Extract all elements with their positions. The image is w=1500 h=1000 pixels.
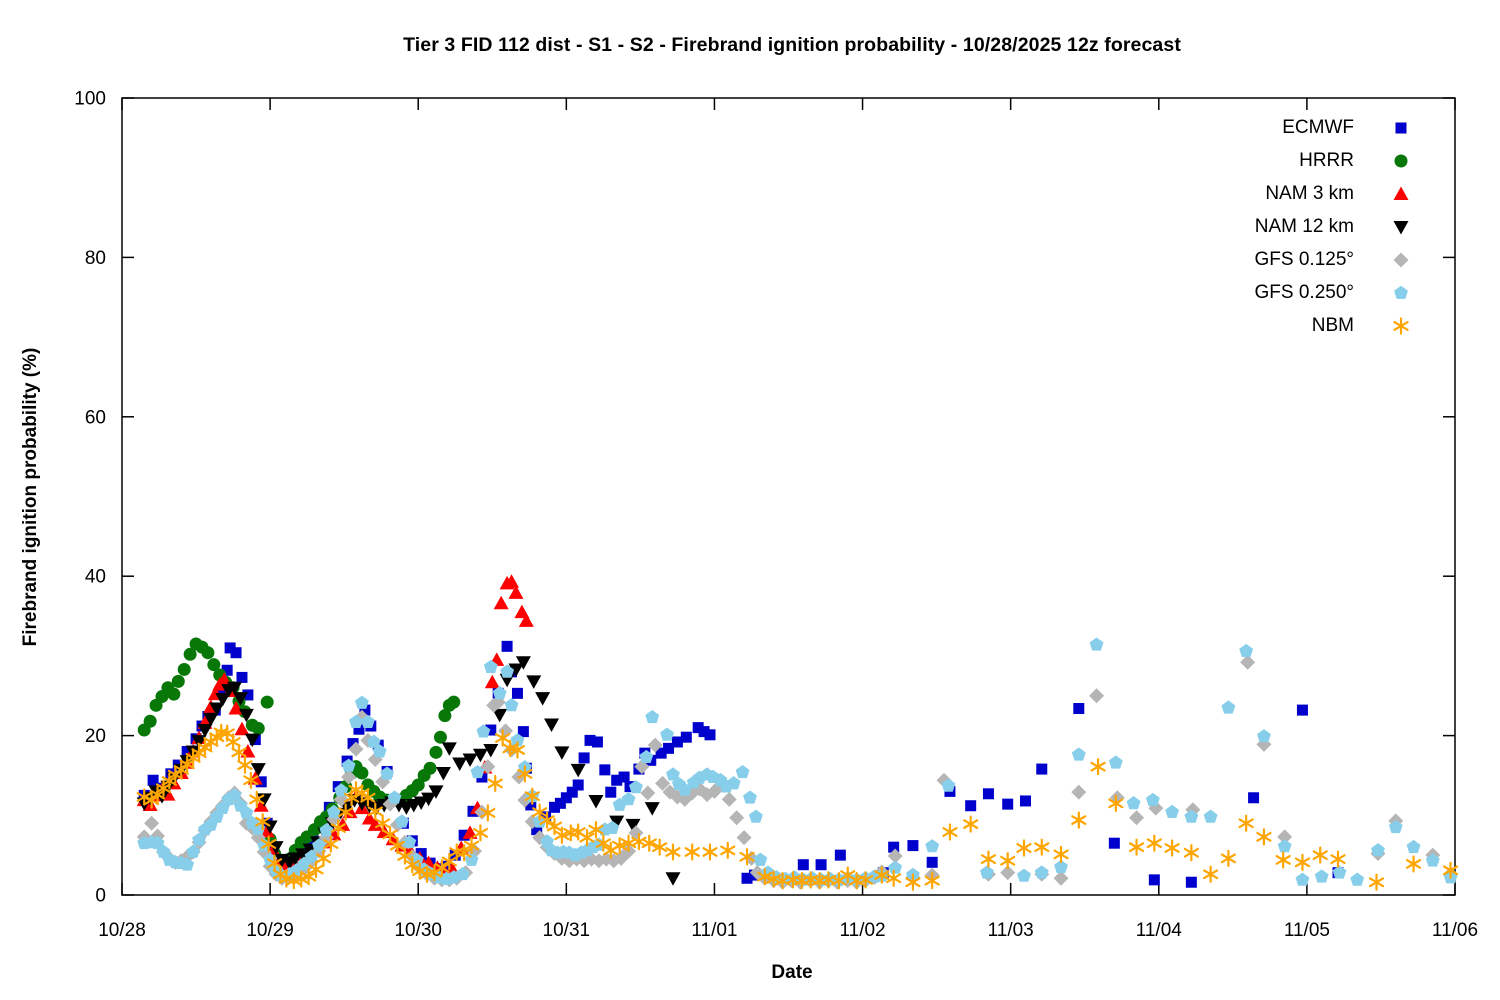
series-gfs-0-125: [136, 654, 1459, 890]
x-tick-label: 11/01: [691, 920, 737, 941]
gfs-0-250-marker-icon: [1394, 285, 1408, 299]
legend-item-gfs-0-125: GFS 0.125°: [1255, 243, 1414, 276]
legend-label: GFS 0.125°: [1254, 248, 1354, 270]
y-tick-label: 40: [85, 567, 106, 588]
x-tick-label: 11/02: [839, 920, 885, 941]
legend-label: ECMWF: [1282, 116, 1354, 138]
y-tick-label: 60: [85, 407, 106, 428]
plot-border: [121, 97, 1456, 896]
x-tick-label: 10/29: [246, 920, 294, 941]
legend-item-nam-12-km: NAM 12 km: [1255, 210, 1414, 243]
x-tick-label: 11/03: [988, 920, 1034, 941]
legend-item-ecmwf: ECMWF: [1255, 111, 1414, 144]
chart-title: Tier 3 FID 112 dist - S1 - S2 - Firebran…: [403, 34, 1181, 56]
legend-label: NBM: [1311, 314, 1354, 336]
legend-label: HRRR: [1299, 149, 1354, 171]
legend-label: NAM 12 km: [1254, 215, 1354, 237]
legend-label: GFS 0.250°: [1254, 281, 1354, 303]
y-tick-label: 100: [74, 89, 106, 110]
series-nbm: [136, 723, 1459, 891]
series-gfs-0-250: [137, 637, 1458, 886]
gfs-0-125-marker-icon: [1393, 252, 1409, 267]
legend-item-nbm: NBM: [1255, 309, 1414, 342]
nam-3-km-marker-icon: [1393, 186, 1409, 200]
x-tick-label: 10/31: [543, 920, 591, 941]
x-tick-label: 11/06: [1432, 920, 1478, 941]
x-axis-title: Date: [771, 962, 813, 983]
legend-label: NAM 3 km: [1265, 182, 1354, 204]
y-tick-label: 20: [85, 726, 106, 747]
axis-ticks: 10/28 10/29 10/30 10/31 11/01 11/02 11/03 11/04…: [74, 89, 1478, 942]
y-tick-label: 0: [95, 886, 106, 907]
legend-item-nam-3-km: NAM 3 km: [1255, 177, 1414, 210]
x-tick-label: 10/28: [98, 920, 146, 941]
legend-item-hrrr: HRRR: [1255, 144, 1414, 177]
hrrr-marker-icon: [1394, 154, 1408, 167]
nam-12-km-marker-icon: [1393, 220, 1409, 234]
ecmwf-marker-icon: [1395, 122, 1407, 133]
y-tick-label: 80: [85, 248, 106, 269]
legend-item-gfs-0-250: GFS 0.250°: [1255, 276, 1414, 309]
series-nam-3-km: [136, 574, 534, 879]
nbm-marker-icon: [1393, 316, 1409, 335]
x-tick-label: 11/05: [1284, 920, 1330, 941]
x-tick-label: 11/04: [1136, 920, 1183, 941]
legend: ECMWF HRRR NAM 3 km NAM 12 km GFS 0.125° GFS …: [1255, 111, 1414, 342]
x-tick-label: 10/30: [394, 920, 442, 941]
